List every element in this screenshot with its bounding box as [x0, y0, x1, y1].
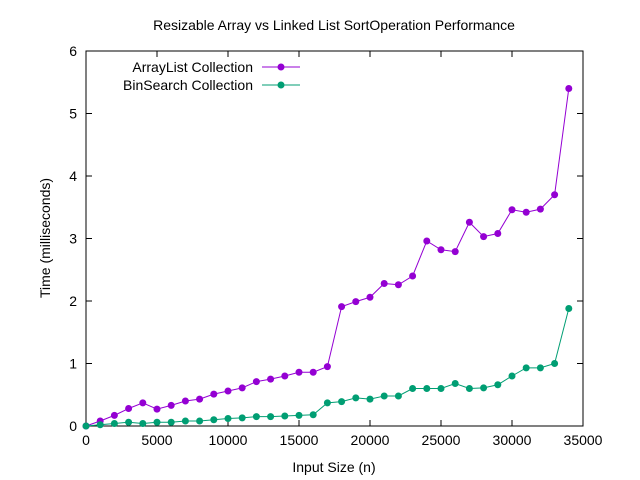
data-point — [267, 375, 275, 383]
data-point — [451, 248, 459, 256]
x-axis: 0 5000 10000 15000 20000 25000 30000 35000 — [82, 51, 603, 448]
x-tick-label: 10000 — [209, 432, 248, 448]
data-point — [295, 411, 303, 419]
legend-label: BinSearch Collection — [123, 77, 253, 93]
legend-marker — [277, 63, 285, 71]
data-point — [267, 413, 275, 421]
series-2 — [82, 305, 573, 430]
y-tick-label: 0 — [69, 418, 77, 434]
data-point — [110, 420, 118, 427]
data-point — [366, 395, 374, 403]
x-tick-label: 25000 — [422, 432, 461, 448]
data-point — [551, 191, 559, 199]
data-point — [281, 412, 289, 420]
data-point — [224, 415, 232, 422]
y-axis: 0 1 2 3 4 5 6 — [69, 43, 583, 434]
data-point — [82, 422, 90, 430]
data-point — [125, 418, 133, 426]
data-point — [565, 305, 573, 312]
data-point — [423, 237, 431, 245]
data-point — [409, 272, 417, 280]
data-point — [196, 417, 204, 425]
data-point — [494, 230, 502, 237]
data-point — [352, 298, 360, 306]
y-tick-label: 1 — [69, 356, 77, 372]
series-1 — [82, 85, 573, 430]
data-point — [380, 392, 388, 400]
data-point — [323, 363, 331, 371]
data-point — [139, 399, 147, 407]
x-tick-label: 15000 — [280, 432, 319, 448]
data-point — [437, 385, 445, 392]
y-tick-label: 5 — [69, 106, 77, 122]
data-point — [139, 420, 147, 427]
data-point — [480, 384, 488, 392]
plot-frame — [85, 50, 584, 427]
data-point — [536, 364, 544, 372]
data-point — [451, 380, 459, 387]
x-tick-label: 5000 — [141, 432, 172, 448]
data-point — [252, 413, 260, 421]
data-point — [295, 368, 303, 376]
data-point — [409, 385, 417, 392]
y-tick-label: 2 — [69, 293, 77, 309]
y-axis-label: Time (milliseconds) — [37, 178, 53, 298]
x-axis-label: Input Size (n) — [292, 459, 375, 475]
series-layer — [82, 85, 573, 430]
data-point — [338, 303, 346, 311]
x-tick-label: 0 — [82, 432, 90, 448]
data-point — [465, 385, 473, 392]
data-point — [338, 398, 346, 406]
data-point — [494, 381, 502, 389]
data-point — [153, 405, 161, 413]
data-point — [125, 405, 133, 412]
data-point — [181, 397, 189, 405]
data-point — [281, 372, 289, 380]
data-point — [224, 387, 232, 395]
data-point — [366, 293, 374, 301]
x-tick-label: 30000 — [493, 432, 532, 448]
data-point — [522, 364, 530, 372]
data-point — [551, 360, 559, 367]
data-point — [181, 417, 189, 425]
data-point — [153, 418, 161, 426]
data-point — [167, 418, 175, 426]
data-point — [110, 411, 118, 419]
legend-marker — [277, 81, 285, 89]
data-point — [480, 233, 488, 241]
y-tick-label: 6 — [69, 43, 77, 59]
y-tick-label: 3 — [69, 231, 77, 247]
data-point — [196, 395, 204, 403]
chart-title: Resizable Array vs Linked List SortOpera… — [153, 17, 515, 33]
data-point — [96, 421, 104, 429]
data-point — [309, 411, 317, 419]
x-tick-label: 35000 — [564, 432, 603, 448]
data-point — [423, 385, 431, 392]
data-point — [238, 384, 246, 392]
data-point — [252, 378, 260, 386]
data-point — [508, 372, 516, 380]
data-point — [465, 218, 473, 226]
data-point — [437, 246, 445, 254]
data-point — [309, 368, 317, 376]
data-point — [536, 205, 544, 213]
data-point — [167, 401, 175, 409]
data-point — [394, 392, 402, 400]
data-point — [380, 280, 388, 287]
data-point — [352, 394, 360, 402]
data-point — [323, 399, 331, 407]
legend: ArrayList Collection BinSearch Collection — [123, 59, 300, 93]
data-point — [210, 416, 218, 424]
data-point — [238, 414, 246, 422]
y-tick-label: 4 — [69, 168, 77, 184]
x-tick-label: 20000 — [351, 432, 390, 448]
legend-label: ArrayList Collection — [132, 59, 253, 75]
data-point — [565, 85, 573, 92]
data-point — [508, 206, 516, 214]
series-line — [85, 88, 570, 427]
data-point — [210, 390, 218, 398]
data-point — [394, 281, 402, 289]
data-point — [522, 208, 530, 216]
